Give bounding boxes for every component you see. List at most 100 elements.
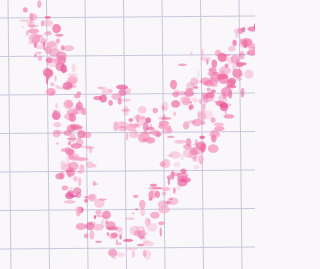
stain (211, 59, 217, 68)
stain (132, 212, 135, 215)
stain (181, 169, 187, 174)
stain (78, 177, 81, 186)
stain (194, 165, 200, 170)
stain (34, 54, 37, 58)
stain (98, 87, 104, 90)
stain (107, 232, 109, 235)
stain (32, 35, 40, 45)
stain (178, 64, 187, 67)
stain (64, 200, 76, 204)
stain (148, 219, 151, 223)
stain (135, 208, 139, 210)
stain (143, 122, 149, 132)
stain (123, 106, 128, 116)
stain (69, 195, 78, 198)
stain (150, 130, 160, 134)
stain (72, 63, 76, 73)
stain (201, 49, 204, 58)
stain (76, 223, 86, 230)
stain (38, 55, 42, 61)
stain (76, 192, 82, 198)
stain (211, 135, 217, 143)
stain (22, 26, 25, 28)
stain (55, 34, 63, 37)
stain (235, 33, 238, 38)
stain (207, 88, 211, 92)
stain (227, 57, 233, 65)
stain (150, 184, 157, 187)
stain (77, 91, 81, 95)
stain (132, 251, 136, 258)
stain (245, 70, 254, 79)
stain (177, 179, 187, 187)
stain (126, 132, 128, 141)
stain (117, 242, 121, 245)
stain (133, 195, 138, 198)
stain (225, 64, 229, 68)
stain (73, 176, 78, 181)
stain (228, 89, 232, 99)
stain (145, 133, 148, 139)
stain (68, 141, 71, 145)
stain (183, 121, 190, 129)
stain (181, 154, 184, 160)
stain (236, 63, 244, 67)
stain (42, 20, 53, 27)
stain (200, 78, 211, 85)
stain (229, 104, 231, 107)
page: (() => { JSON.parse(document.getElementB… (0, 0, 255, 269)
stain (62, 186, 69, 191)
stain (136, 226, 145, 229)
stain (232, 69, 242, 79)
stain (143, 250, 147, 258)
stain (193, 156, 197, 161)
stain (46, 88, 56, 96)
stain (79, 164, 84, 174)
stain (147, 223, 158, 232)
stain (139, 235, 145, 239)
stain (214, 123, 224, 127)
stain (158, 206, 170, 213)
stain (173, 187, 176, 194)
stain (129, 118, 134, 122)
stain (184, 90, 194, 96)
stain (209, 67, 217, 73)
stain (223, 114, 234, 118)
stain (93, 183, 99, 185)
stain (226, 80, 235, 88)
stain (53, 122, 61, 127)
stain (84, 233, 88, 238)
stain (70, 187, 73, 189)
stain (123, 239, 133, 242)
stain (28, 29, 39, 34)
stain (208, 144, 219, 153)
stain (67, 138, 77, 140)
stain (167, 155, 172, 157)
stain (29, 20, 35, 28)
stain (95, 241, 102, 243)
stain (89, 148, 92, 154)
stain (62, 69, 68, 73)
stain (192, 97, 198, 103)
stain (45, 16, 51, 19)
stain (47, 58, 59, 68)
stain (114, 253, 125, 257)
stain (217, 74, 229, 80)
stain (99, 199, 107, 201)
stain (56, 38, 60, 43)
stain (170, 80, 177, 89)
stain (190, 52, 192, 56)
stain (167, 136, 175, 138)
stain (56, 51, 67, 61)
stain (171, 100, 180, 108)
stain (56, 142, 59, 144)
stain (228, 46, 236, 52)
stain (119, 230, 123, 236)
stain (108, 89, 113, 93)
stain (143, 239, 150, 244)
stain (162, 107, 167, 109)
stain (55, 103, 58, 109)
stain (67, 162, 71, 168)
stain (118, 126, 127, 132)
stain (139, 200, 146, 209)
